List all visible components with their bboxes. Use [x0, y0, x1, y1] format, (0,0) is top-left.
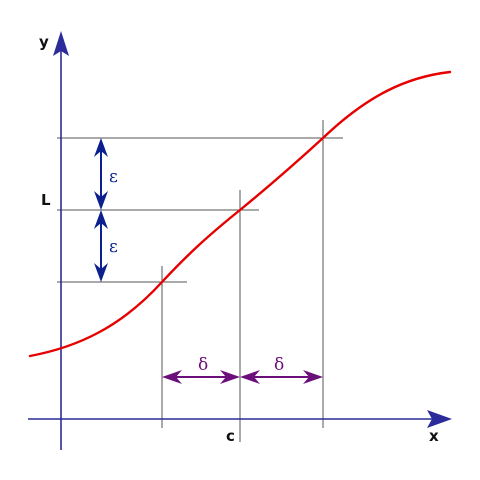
- y-axis-label: y: [39, 33, 49, 51]
- limit-label: L: [41, 191, 51, 209]
- epsilon-upper-label: ε: [109, 167, 118, 187]
- x-axis-label: x: [429, 427, 439, 445]
- delta-right-arrow: [240, 370, 323, 384]
- x-axis-arrowhead: [427, 410, 452, 428]
- epsilon-lower-arrow: [94, 210, 108, 282]
- delta-left-arrow: [162, 370, 240, 384]
- point-label: c: [226, 427, 235, 445]
- function-curve: [28, 70, 452, 358]
- delta-left-label: δ: [198, 355, 208, 375]
- y-axis-arrowhead: [53, 31, 69, 56]
- epsilon-lower-label: ε: [109, 237, 118, 257]
- epsilon-upper-arrow: [94, 138, 108, 210]
- delta-right-label: δ: [274, 355, 284, 375]
